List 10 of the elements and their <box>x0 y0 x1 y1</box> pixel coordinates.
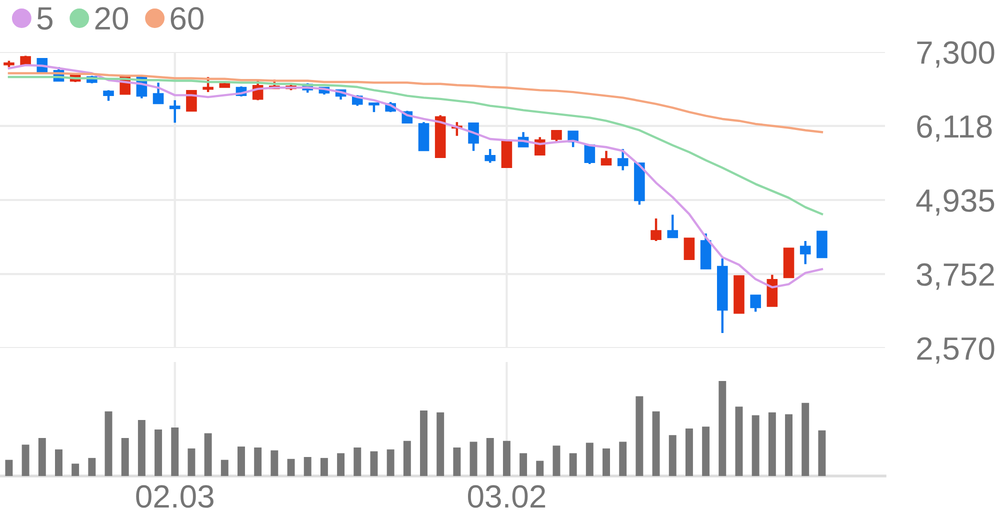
legend-label: 20 <box>95 7 128 30</box>
x-tick-label: 03.02 <box>468 485 546 508</box>
y-tick-label: 2,570 <box>917 337 994 364</box>
y-tick-label: 3,752 <box>916 263 994 290</box>
x-tick-label: 02.03 <box>136 485 214 508</box>
y-tick-label: 6,118 <box>917 115 992 142</box>
y-tick-label: 7,300 <box>917 41 994 68</box>
legend-label: 5 <box>37 7 52 30</box>
legend-label: 60 <box>170 7 204 30</box>
y-tick-label: 4,935 <box>916 189 994 216</box>
